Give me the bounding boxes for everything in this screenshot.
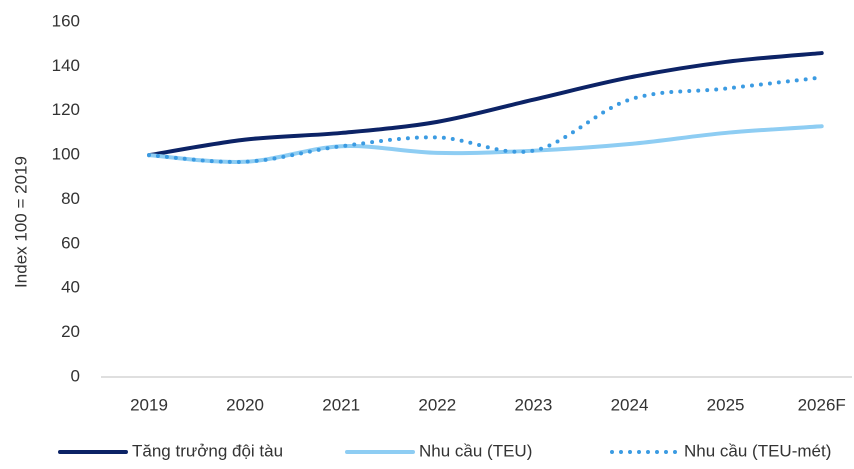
y-tick-label: 100 (52, 145, 80, 164)
legend-label: Tăng trưởng đội tàu (132, 441, 283, 460)
y-tick-label: 60 (61, 233, 80, 252)
x-tick-label: 2024 (611, 395, 649, 414)
y-tick-label: 40 (61, 278, 80, 297)
x-tick-label: 2025 (707, 395, 745, 414)
y-axis-label: Index 100 = 2019 (11, 156, 30, 288)
x-tick-label: 2026F (798, 395, 846, 414)
x-tick-label: 2020 (226, 395, 264, 414)
x-tick-label: 2021 (322, 395, 360, 414)
y-tick-label: 140 (52, 56, 80, 75)
y-tick-label: 20 (61, 322, 80, 341)
series-line (147, 124, 824, 164)
legend-label: Nhu cầu (TEU) (419, 441, 532, 460)
y-tick-label: 80 (61, 189, 80, 208)
y-tick-label: 0 (71, 366, 80, 385)
y-tick-label: 160 (52, 11, 80, 30)
series-line (147, 75, 824, 164)
x-tick-label: 2022 (418, 395, 456, 414)
x-tick-label: 2019 (130, 395, 168, 414)
x-tick-label: 2023 (514, 395, 552, 414)
legend-label: Nhu cầu (TEU-mét) (684, 441, 831, 460)
series-line (147, 51, 824, 158)
y-tick-label: 120 (52, 100, 80, 119)
